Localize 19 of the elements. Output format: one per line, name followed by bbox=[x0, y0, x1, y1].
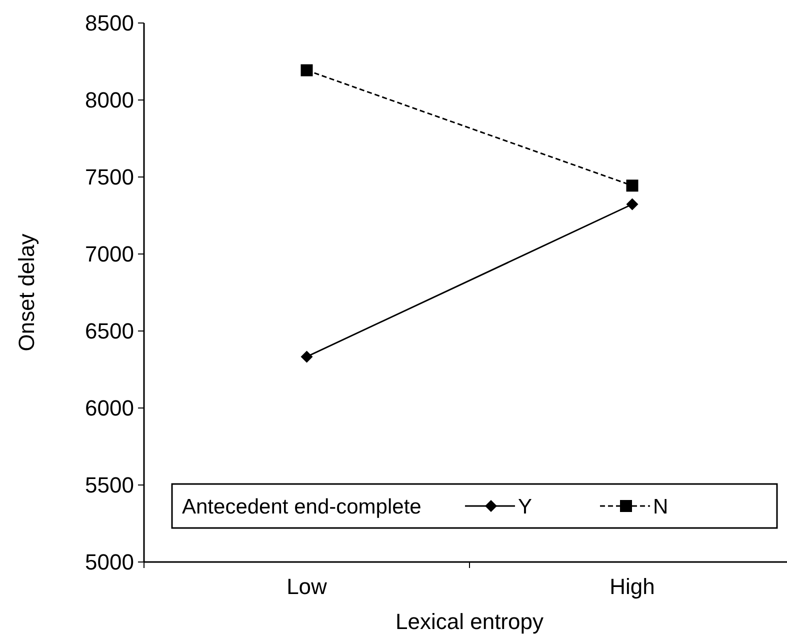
point bbox=[300, 350, 313, 363]
legend-title: Antecedent end-complete bbox=[182, 495, 422, 518]
point bbox=[300, 64, 313, 76]
y-tick-label: 8500 bbox=[85, 10, 134, 36]
y-tick-label: 7000 bbox=[85, 242, 134, 267]
legend-label: Y bbox=[518, 495, 532, 518]
y-tick-label: 6000 bbox=[85, 396, 134, 421]
y-tick-label: 5000 bbox=[85, 550, 134, 575]
y-tick-label: 6500 bbox=[85, 318, 134, 344]
y-axis-title: Onset delay bbox=[14, 234, 39, 352]
point bbox=[626, 198, 638, 210]
y-tick-label: 5500 bbox=[85, 472, 134, 498]
x-tick-label: Low bbox=[286, 574, 328, 599]
x-axis-title: Lexical entropy bbox=[396, 609, 544, 634]
point bbox=[626, 180, 638, 192]
y-tick-label: 8000 bbox=[85, 88, 134, 113]
legend-label: N bbox=[653, 495, 668, 518]
x-tick-label: High bbox=[610, 574, 655, 599]
y-tick-label: 7500 bbox=[85, 164, 134, 190]
